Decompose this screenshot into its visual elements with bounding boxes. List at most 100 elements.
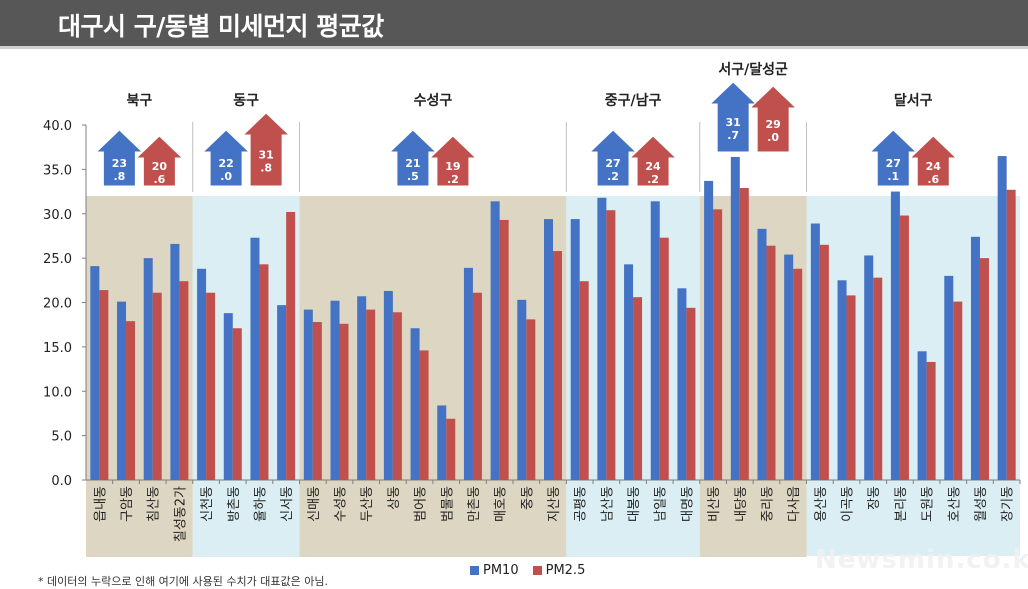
bar-pm25: [686, 307, 696, 480]
bar-pm10: [90, 266, 100, 480]
pm25-avg-arrow: [241, 112, 291, 187]
bar-pm10: [463, 267, 473, 480]
pm25-avg-arrow: [135, 135, 184, 187]
watermark: Newsmin.co.kr: [815, 545, 1028, 575]
x-tick-label: 도원동: [921, 486, 936, 522]
x-tick-label: 신천동: [200, 486, 215, 522]
x-tick-label: 만촌동: [467, 486, 482, 522]
bar-pm10: [117, 301, 127, 480]
pm10-avg-arrow-label: .8: [113, 170, 125, 183]
bar-pm10: [250, 237, 260, 480]
legend-swatch-pm25: [532, 566, 542, 575]
legend-label-pm25: PM2.5: [545, 563, 586, 578]
x-tick-label: 장기동: [1001, 486, 1016, 522]
bar-pm10: [970, 236, 980, 480]
x-tick-label: 신서동: [280, 486, 295, 522]
x-tick-label: 공평동: [574, 486, 589, 522]
bar-pm25: [259, 264, 269, 480]
x-tick-label: 방촌동: [227, 486, 242, 522]
pm10-avg-arrow-label: .2: [607, 170, 619, 183]
pm25-avg-arrow-label: 29: [765, 118, 780, 131]
y-tick-label: 20.0: [43, 297, 72, 312]
x-tick-label: 지산동: [547, 486, 562, 522]
y-tick-label: 15.0: [43, 341, 72, 356]
pm10-avg-arrow: [869, 129, 918, 187]
bar-pm10: [997, 156, 1007, 480]
bar-pm25: [819, 244, 829, 480]
bar-pm10: [490, 201, 500, 480]
bar-pm25: [979, 258, 989, 480]
bar-pm10: [223, 313, 233, 480]
pm25-avg-arrow-label: .6: [927, 173, 939, 186]
pm25-avg-arrow-label: 24: [645, 160, 661, 173]
bar-pm10: [890, 191, 900, 480]
x-tick-label: 수성동: [334, 486, 349, 522]
pm10-avg-arrow-label: .5: [407, 170, 419, 183]
bar-pm25: [633, 297, 643, 480]
bar-pm10: [730, 156, 740, 480]
bar-pm25: [392, 312, 402, 480]
y-tick-label: 40.0: [43, 119, 72, 134]
x-tick-label: 본리동: [894, 486, 909, 522]
bar-pm10: [784, 254, 794, 480]
pm10-avg-arrow-label: 27: [886, 157, 901, 170]
x-tick-label: 칠성동2가: [173, 486, 188, 542]
x-tick-label: 월성동: [974, 486, 989, 522]
bar-pm25: [526, 319, 536, 480]
bar-pm25: [1006, 189, 1016, 480]
x-tick-label: 중동: [520, 486, 535, 510]
y-tick-label: 35.0: [43, 163, 72, 178]
bar-pm25: [286, 211, 296, 480]
x-tick-label: 장동: [867, 486, 882, 510]
legend-item-pm10: PM10: [470, 563, 519, 578]
pm25-avg-arrow: [428, 135, 478, 187]
bar-pm10: [197, 268, 207, 480]
x-tick-label: 매호동: [494, 486, 509, 522]
bar-pm10: [810, 223, 820, 480]
bar-pm25: [873, 277, 883, 480]
x-tick-label: 중리동: [760, 486, 775, 522]
bar-pm25: [179, 281, 189, 480]
x-tick-label: 대봉동: [627, 486, 642, 522]
bar-pm25: [446, 418, 456, 480]
bar-pm10: [410, 328, 420, 480]
bar-pm10: [917, 351, 927, 480]
bar-pm10: [837, 280, 847, 480]
bar-pm25: [606, 210, 616, 480]
legend-swatch-pm10: [470, 566, 479, 575]
bar-pm10: [570, 219, 580, 480]
pm25-avg-arrow: [628, 135, 678, 187]
bar-pm25: [899, 215, 909, 480]
bar-pm25: [553, 251, 562, 480]
x-tick-label: 남산동: [600, 486, 615, 522]
bar-pm25: [793, 268, 803, 480]
group-name: 수성구: [414, 93, 453, 109]
x-tick-label: 호산동: [947, 486, 962, 522]
bar-pm25: [713, 209, 723, 480]
pm10-avg-arrow-label: 22: [218, 157, 233, 170]
x-tick-label: 침산동: [147, 486, 162, 522]
bar-pm25: [739, 188, 749, 480]
pm10-avg-arrow: [201, 129, 251, 187]
bar-pm10: [597, 197, 607, 480]
pm25-avg-arrow-label: 19: [445, 160, 460, 173]
pm10-avg-arrow: [708, 81, 758, 153]
x-tick-label: 이곡동: [841, 486, 856, 522]
pm10-avg-arrow-label: 23: [112, 157, 127, 170]
bar-pm10: [303, 309, 313, 480]
pm10-avg-arrow-label: 31: [725, 116, 740, 129]
x-tick-label: 구암동: [120, 486, 135, 522]
bar-pm10: [330, 300, 340, 480]
bar-pm10: [357, 296, 367, 480]
x-tick-label: 신매동: [307, 486, 322, 522]
bar-pm25: [419, 350, 429, 480]
pm25-avg-arrow-label: 31: [258, 149, 273, 162]
x-tick-label: 남일동: [654, 486, 669, 522]
bar-pm25: [152, 292, 162, 480]
x-tick-label: 용산동: [814, 486, 829, 522]
page-title: 대구시 구/동별 미세먼지 평균값: [58, 12, 384, 41]
bar-pm10: [437, 405, 447, 480]
bar-pm25: [126, 321, 136, 480]
group-name: 중구/남구: [605, 92, 662, 109]
